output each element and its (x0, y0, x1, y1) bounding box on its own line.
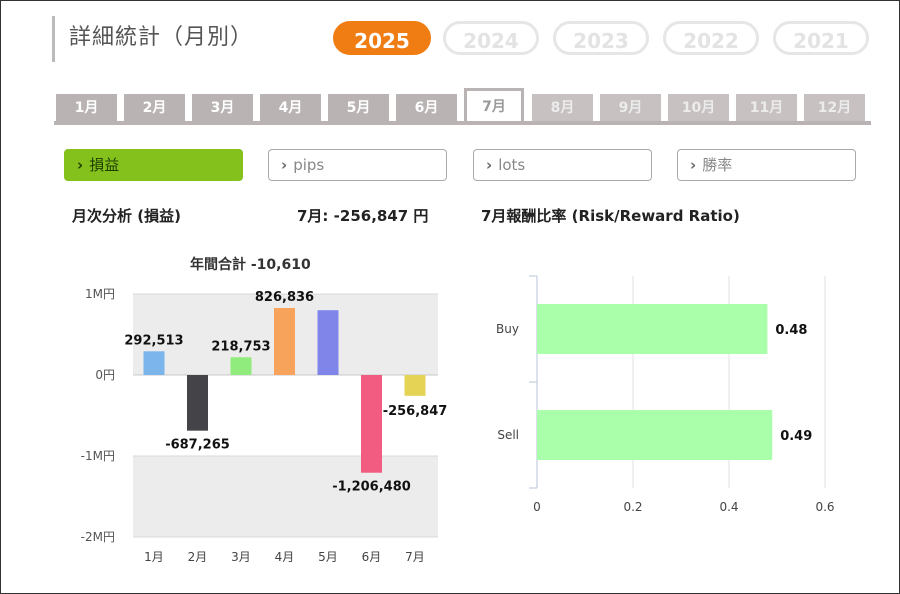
chevron-right-icon: › (486, 156, 493, 174)
plot-band (133, 456, 438, 537)
x-tick-label: 6月 (362, 550, 382, 564)
tab-month-11[interactable]: 11月 (736, 94, 797, 122)
tab-month-9[interactable]: 9月 (600, 94, 661, 122)
tab-month-2[interactable]: 2月 (124, 94, 185, 122)
tab-month-4[interactable]: 4月 (260, 94, 321, 122)
data-label: 218,753 (211, 339, 270, 354)
bar-2月 (187, 375, 208, 431)
chevron-right-icon: › (690, 156, 697, 174)
bar-4月 (274, 308, 295, 375)
page-title-block: 詳細統計（月別） (52, 16, 253, 62)
metric-label: pips (293, 156, 325, 174)
ratio-label: 7月報酬比率 (Risk/Reward Ratio) (481, 207, 740, 225)
metric-button-pips[interactable]: › pips (268, 149, 447, 181)
bar-3月 (230, 357, 252, 375)
x-tick-label: 4月 (275, 550, 295, 564)
bar-5月 (317, 310, 339, 375)
plot-band (133, 375, 438, 456)
x-tick-label: 0.6 (815, 500, 834, 514)
tab-month-6[interactable]: 6月 (396, 94, 457, 122)
annual-total-label: 年間合計 -10,610 (190, 257, 311, 273)
metric-button-winrate[interactable]: › 勝率 (677, 149, 856, 181)
tab-month-7[interactable]: 7月 (464, 88, 524, 125)
chevron-right-icon: › (77, 156, 84, 174)
data-label: 0.49 (780, 429, 812, 444)
tab-month-12[interactable]: 12月 (804, 94, 865, 122)
x-tick-label: 7月 (405, 550, 425, 564)
tab-month-10[interactable]: 10月 (668, 94, 729, 122)
year-button-2021[interactable]: 2021 (773, 21, 869, 55)
tab-month-1[interactable]: 1月 (56, 94, 117, 122)
x-tick-label: 0.4 (719, 500, 738, 514)
metric-label: lots (498, 156, 526, 174)
y-tick-label: 0円 (95, 368, 115, 382)
tab-month-5[interactable]: 5月 (328, 94, 389, 122)
x-tick-label: 0 (533, 500, 541, 514)
y-tick-label: -1M円 (81, 449, 115, 463)
y-tick-label: Buy (496, 322, 519, 336)
month-result-label: 7月: -256,847 円 (297, 207, 429, 225)
year-button-2022[interactable]: 2022 (663, 21, 759, 55)
metric-label: 損益 (89, 156, 120, 174)
page-title: 詳細統計（月別） (69, 25, 254, 50)
y-tick-label: Sell (497, 428, 519, 442)
x-tick-label: 5月 (318, 550, 338, 564)
x-tick-label: 3月 (231, 550, 251, 564)
bar-7月 (404, 375, 426, 396)
year-button-2025[interactable]: 2025 (333, 21, 431, 55)
bar-sell (537, 410, 773, 460)
tab-month-3[interactable]: 3月 (192, 94, 253, 122)
x-tick-label: 2月 (188, 550, 208, 564)
data-label: 292,513 (124, 333, 183, 348)
tab-underline (54, 121, 871, 125)
metric-label: 勝率 (702, 156, 733, 174)
y-tick-label: 1M円 (85, 287, 115, 301)
data-label: -256,847 (383, 404, 448, 419)
tab-month-8[interactable]: 8月 (532, 94, 593, 122)
year-button-2023[interactable]: 2023 (553, 21, 649, 55)
data-label: -687,265 (165, 438, 230, 453)
x-tick-label: 1月 (144, 550, 164, 564)
chevron-right-icon: › (281, 156, 288, 174)
bar-1月 (143, 351, 165, 375)
bar-6月 (361, 375, 382, 473)
metric-button-profit[interactable]: › 損益 (64, 149, 243, 181)
y-tick-label: -2M円 (81, 530, 115, 544)
data-label: -1,206,480 (332, 480, 411, 495)
monthly-analysis-label: 月次分析 (損益) (72, 207, 181, 225)
x-tick-label: 0.2 (623, 500, 642, 514)
year-button-2024[interactable]: 2024 (443, 21, 539, 55)
bar-buy (537, 304, 768, 354)
metric-button-lots[interactable]: › lots (473, 149, 652, 181)
data-label: 826,836 (255, 290, 314, 305)
data-label: 0.48 (775, 323, 807, 338)
